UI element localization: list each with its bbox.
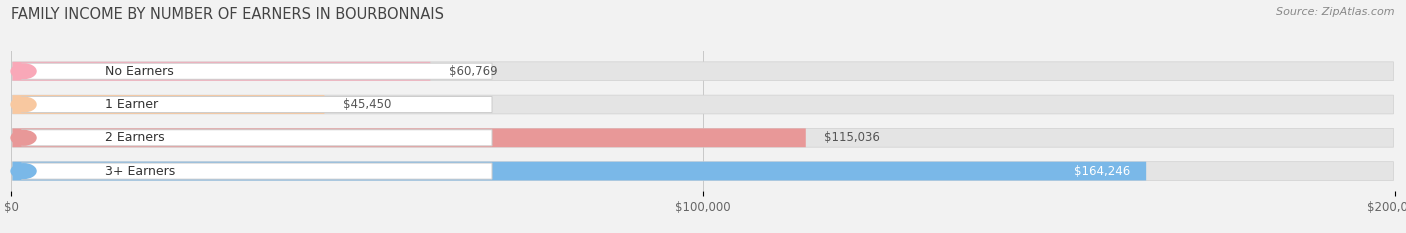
FancyBboxPatch shape	[13, 128, 806, 147]
FancyBboxPatch shape	[13, 62, 1393, 81]
Ellipse shape	[10, 130, 37, 146]
FancyBboxPatch shape	[13, 95, 1393, 114]
FancyBboxPatch shape	[21, 96, 492, 113]
Text: $115,036: $115,036	[824, 131, 880, 144]
Text: 1 Earner: 1 Earner	[104, 98, 157, 111]
FancyBboxPatch shape	[13, 162, 1146, 181]
FancyBboxPatch shape	[13, 128, 1393, 147]
Text: $164,246: $164,246	[1074, 164, 1130, 178]
Ellipse shape	[10, 63, 37, 79]
FancyBboxPatch shape	[13, 95, 325, 114]
Text: Source: ZipAtlas.com: Source: ZipAtlas.com	[1277, 7, 1395, 17]
Ellipse shape	[10, 163, 37, 179]
Text: FAMILY INCOME BY NUMBER OF EARNERS IN BOURBONNAIS: FAMILY INCOME BY NUMBER OF EARNERS IN BO…	[11, 7, 444, 22]
Ellipse shape	[10, 96, 37, 113]
Text: No Earners: No Earners	[104, 65, 173, 78]
FancyBboxPatch shape	[13, 62, 430, 81]
FancyBboxPatch shape	[13, 162, 1393, 181]
FancyBboxPatch shape	[21, 163, 492, 179]
Text: $45,450: $45,450	[343, 98, 391, 111]
Text: 2 Earners: 2 Earners	[104, 131, 165, 144]
Text: $60,769: $60,769	[449, 65, 498, 78]
FancyBboxPatch shape	[21, 63, 492, 79]
Text: 3+ Earners: 3+ Earners	[104, 164, 174, 178]
FancyBboxPatch shape	[21, 130, 492, 146]
